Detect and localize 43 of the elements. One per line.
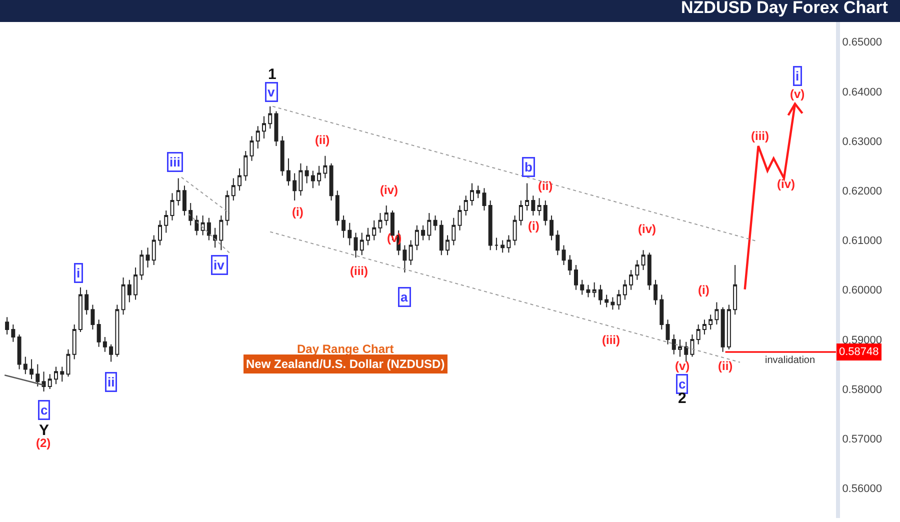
annotation: iii [170,154,180,170]
y-tick-label: 0.61000 [842,235,882,248]
annotation: (iii) [602,333,620,347]
y-tick-label: 0.59000 [842,334,882,346]
y-tick-label: 0.57000 [842,433,882,446]
y-tick-label: 0.63000 [842,136,882,148]
annotation: (ii) [315,133,330,147]
annotation: i [76,266,80,280]
annotation: (i) [698,283,710,297]
annotation: (ii) [718,359,733,373]
annotation: (v) [675,359,690,373]
annotation: (i) [292,205,304,219]
annotation: (iv) [777,177,796,191]
annotation: iv [214,258,226,272]
annotation: i [796,68,800,84]
annotation: a [400,290,408,304]
y-tick-label: 0.56000 [842,483,882,496]
annotation: c [40,402,48,418]
annotation: ii [108,374,115,390]
y-tick-label: 0.62000 [842,185,882,198]
annotation: (2) [36,436,51,450]
annotation: (v) [790,87,805,101]
y-tick-label: 0.64000 [842,86,882,98]
annotation: (i) [528,219,540,233]
y-tick-label: 0.58000 [842,384,882,396]
annotation: 1 [268,66,276,83]
annotation: (iii) [350,264,368,278]
annotation: (iv) [380,183,398,197]
annotation: (iii) [751,129,769,143]
annotation: (iv) [638,222,656,236]
annotation: v [268,84,276,100]
annotation: New Zealand/U.S. Dollar (NZDUSD) [246,357,445,371]
annotation: c [678,376,686,392]
annotation: 2 [678,390,686,407]
chart-title: NZDUSD Day Forex Chart [681,0,888,17]
annotation: (ii) [538,179,553,193]
annotation: invalidation [765,355,816,366]
y-tick-label: 0.65000 [842,36,882,49]
ref-line-label: 0.58748 [839,346,879,358]
y-tick-label: 0.60000 [842,284,882,297]
annotation: Y [39,422,50,439]
annotation: Day Range Chart [297,342,394,356]
annotation: b [524,160,532,174]
